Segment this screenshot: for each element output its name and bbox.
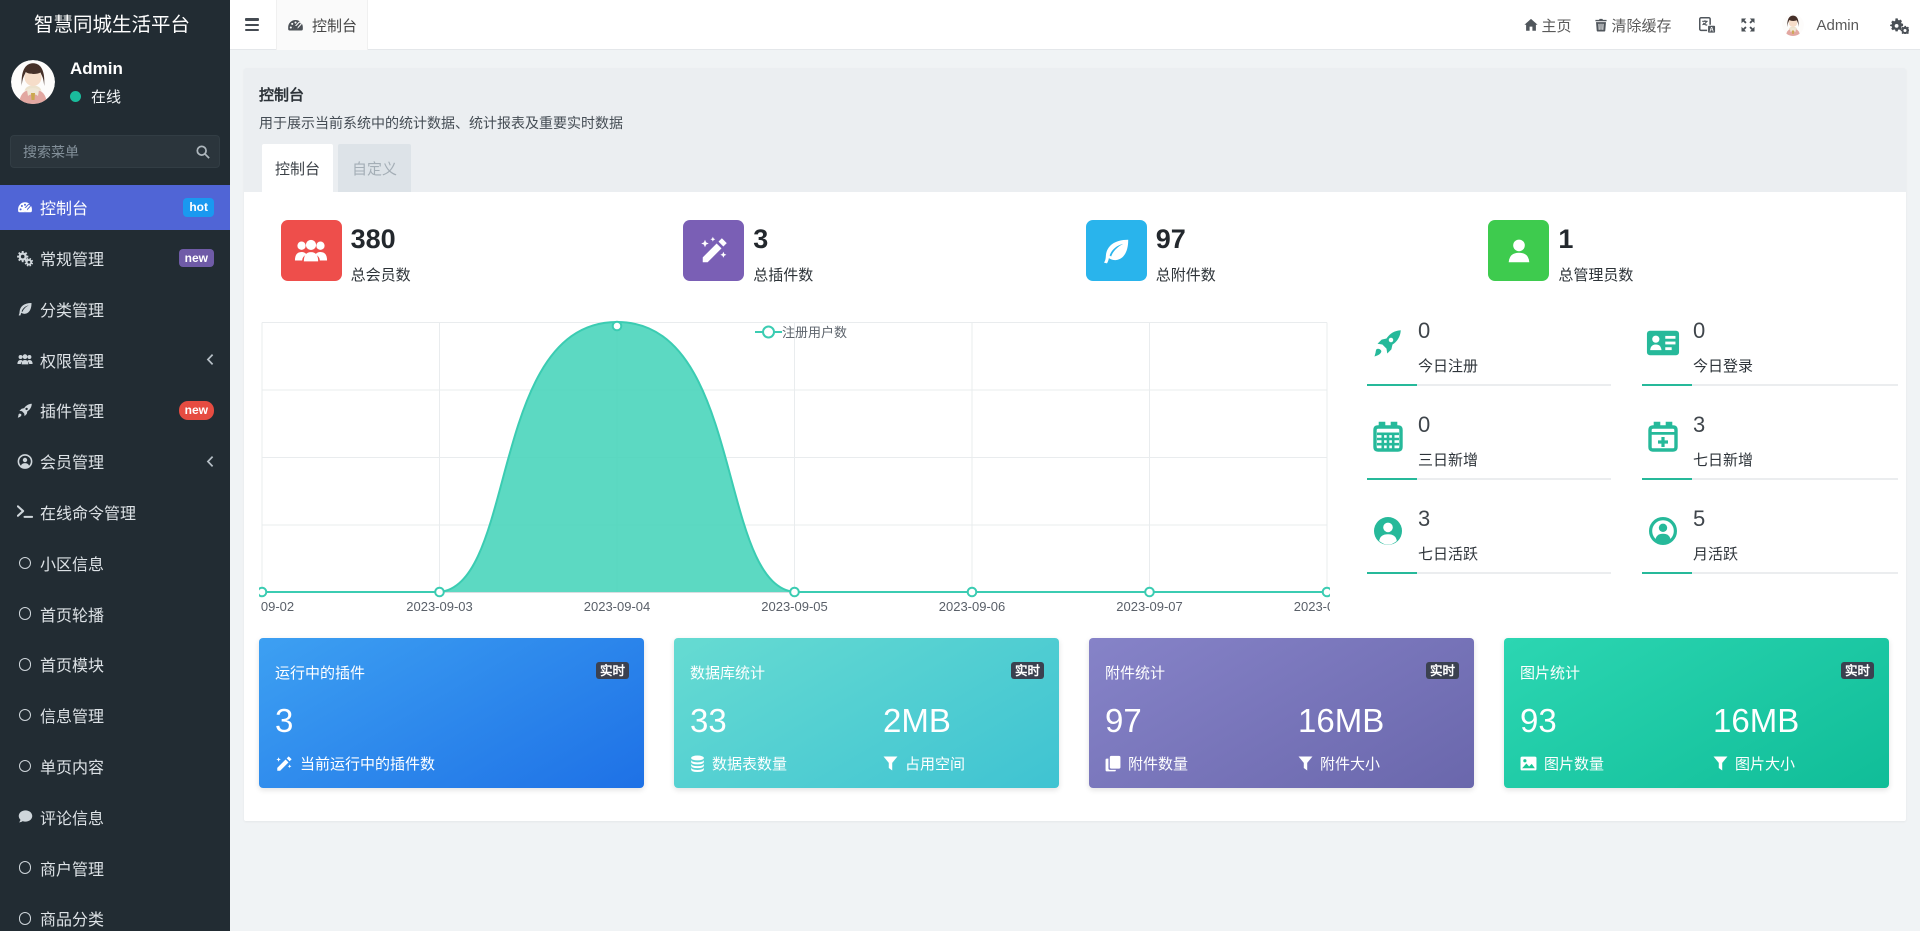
svg-text:09-02: 09-02 xyxy=(261,599,294,614)
svg-text:2023-09-04: 2023-09-04 xyxy=(584,599,651,614)
svg-text:A: A xyxy=(1710,26,1715,33)
svg-text:2023-09-05: 2023-09-05 xyxy=(761,599,828,614)
svg-text:注册用户数: 注册用户数 xyxy=(782,325,847,340)
svg-text:2023-09-08: 2023-09-08 xyxy=(1294,599,1330,614)
svg-text:2023-09-06: 2023-09-06 xyxy=(939,599,1006,614)
svg-text:2023-09-07: 2023-09-07 xyxy=(1116,599,1183,614)
svg-text:2023-09-03: 2023-09-03 xyxy=(406,599,473,614)
